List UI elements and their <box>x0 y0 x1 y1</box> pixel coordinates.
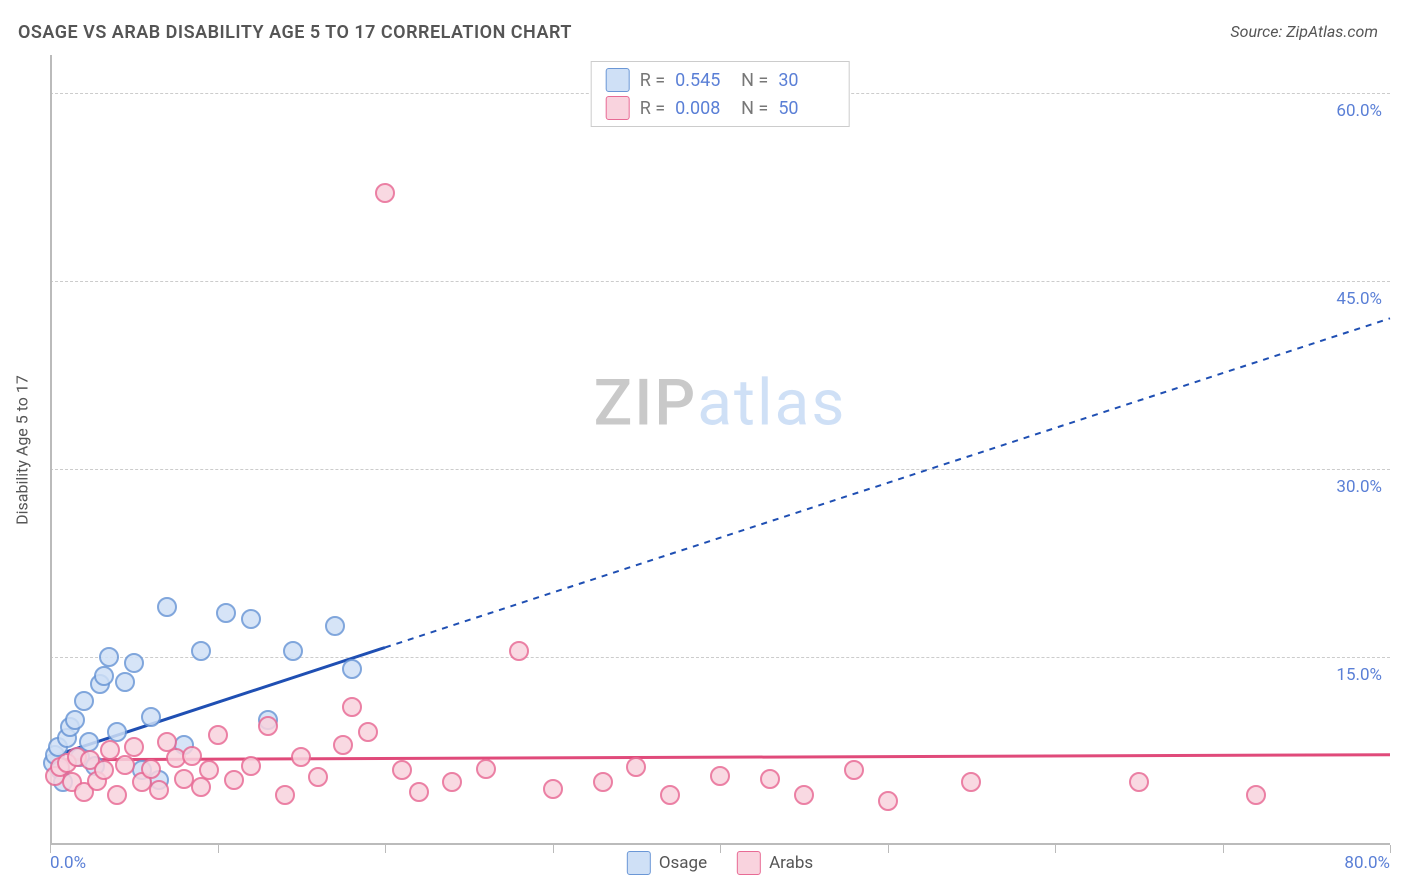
stats-legend-row: R = 0.545 N = 30 <box>602 66 839 94</box>
regression-line-dashed <box>385 318 1390 647</box>
x-tick <box>1055 845 1056 853</box>
stats-n-value: 30 <box>778 70 834 91</box>
scatter-point <box>74 691 94 711</box>
scatter-point <box>107 785 127 805</box>
x-tick-label: 0.0% <box>50 853 86 873</box>
y-axis <box>50 55 52 845</box>
scatter-point <box>141 707 161 727</box>
scatter-point <box>224 770 244 790</box>
gridline <box>50 281 1390 282</box>
gridline <box>50 657 1390 658</box>
scatter-point <box>710 766 730 786</box>
scatter-point <box>275 785 295 805</box>
scatter-point <box>308 767 328 787</box>
series-legend: Osage Arabs <box>627 851 813 875</box>
series-legend-label: Arabs <box>769 853 813 873</box>
regression-lines <box>50 55 1390 845</box>
scatter-point <box>844 760 864 780</box>
scatter-point <box>333 735 353 755</box>
scatter-point <box>342 697 362 717</box>
scatter-point <box>191 641 211 661</box>
scatter-point <box>543 779 563 799</box>
x-tick <box>553 845 554 853</box>
scatter-point <box>283 641 303 661</box>
y-tick-label: 15.0% <box>1336 665 1382 685</box>
scatter-point <box>157 597 177 617</box>
x-tick <box>1390 845 1391 853</box>
y-tick-label: 45.0% <box>1336 289 1382 309</box>
watermark-part1: ZIP <box>594 365 698 440</box>
scatter-point <box>94 666 114 686</box>
scatter-point <box>794 785 814 805</box>
scatter-point <box>961 772 981 792</box>
stats-legend-row: R = 0.008 N = 50 <box>602 94 839 122</box>
scatter-point <box>99 647 119 667</box>
scatter-point <box>476 759 496 779</box>
scatter-point <box>660 785 680 805</box>
series-legend-item: Osage <box>627 851 707 875</box>
y-tick-label: 30.0% <box>1336 477 1382 497</box>
x-tick <box>888 845 889 853</box>
scatter-point <box>182 746 202 766</box>
scatter-point <box>124 737 144 757</box>
gridline <box>50 469 1390 470</box>
scatter-point <box>141 759 161 779</box>
scatter-point <box>258 716 278 736</box>
scatter-point <box>115 672 135 692</box>
scatter-point <box>626 757 646 777</box>
series-legend-item: Arabs <box>737 851 813 875</box>
x-tick-label: 80.0% <box>1344 853 1390 873</box>
stats-r-label: R = <box>640 70 665 91</box>
scatter-point <box>291 747 311 767</box>
scatter-point <box>241 609 261 629</box>
scatter-point <box>241 756 261 776</box>
legend-swatch <box>606 68 630 92</box>
scatter-point <box>358 722 378 742</box>
watermark-part2: atlas <box>697 365 846 440</box>
scatter-point <box>375 183 395 203</box>
scatter-point <box>1246 785 1266 805</box>
stats-r-value: 0.008 <box>675 98 731 119</box>
stats-n-label: N = <box>741 98 768 119</box>
x-tick <box>1223 845 1224 853</box>
scatter-point <box>199 760 219 780</box>
scatter-point <box>409 782 429 802</box>
legend-swatch <box>606 96 630 120</box>
chart-title: OSAGE VS ARAB DISABILITY AGE 5 TO 17 COR… <box>18 22 572 43</box>
scatter-point <box>392 760 412 780</box>
y-axis-label: Disability Age 5 to 17 <box>13 375 32 525</box>
stats-r-value: 0.545 <box>675 70 731 91</box>
legend-swatch <box>737 851 761 875</box>
x-tick <box>218 845 219 853</box>
scatter-point <box>124 653 144 673</box>
scatter-point <box>878 791 898 811</box>
series-legend-label: Osage <box>659 853 707 873</box>
stats-n-value: 50 <box>778 98 834 119</box>
scatter-point <box>94 760 114 780</box>
scatter-point <box>191 777 211 797</box>
x-tick <box>50 845 51 853</box>
scatter-point <box>325 616 345 636</box>
scatter-point <box>208 725 228 745</box>
scatter-point <box>442 772 462 792</box>
stats-n-label: N = <box>741 70 768 91</box>
y-tick-label: 60.0% <box>1336 101 1382 121</box>
scatter-point <box>216 603 236 623</box>
scatter-point <box>149 780 169 800</box>
stats-r-label: R = <box>640 98 665 119</box>
scatter-point <box>115 755 135 775</box>
source-label: Source: ZipAtlas.com <box>1230 22 1378 41</box>
legend-swatch <box>627 851 651 875</box>
x-tick <box>385 845 386 853</box>
watermark: ZIPatlas <box>594 365 847 440</box>
plot-area: Disability Age 5 to 17 ZIPatlas 15.0%30.… <box>50 55 1390 845</box>
scatter-point <box>65 710 85 730</box>
scatter-point <box>1129 772 1149 792</box>
scatter-point <box>342 659 362 679</box>
stats-legend: R = 0.545 N = 30 R = 0.008 N = 50 <box>591 61 850 127</box>
scatter-point <box>509 641 529 661</box>
scatter-point <box>593 772 613 792</box>
scatter-point <box>760 769 780 789</box>
